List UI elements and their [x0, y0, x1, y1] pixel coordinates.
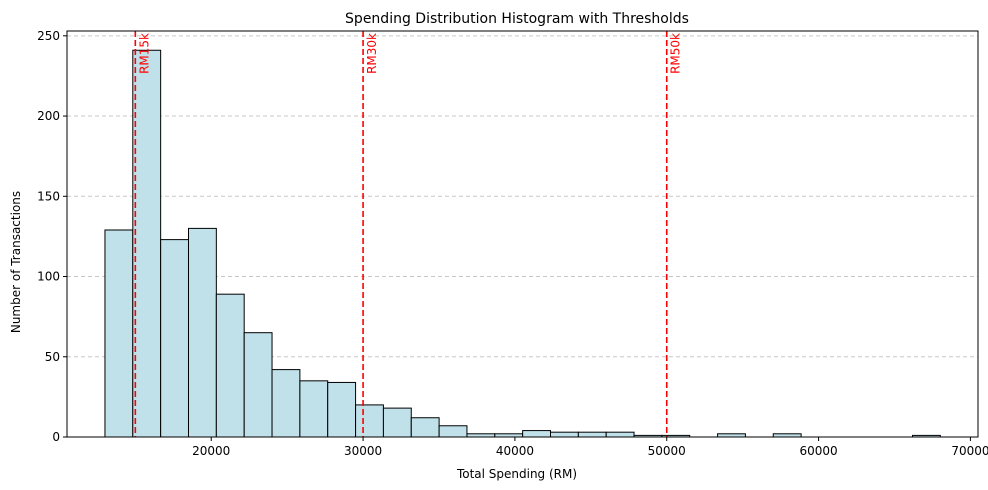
histogram-bar [271, 369, 301, 438]
x-tick-label: 20000 [192, 444, 230, 458]
histogram-bar [410, 417, 440, 438]
histogram-bar [522, 430, 551, 438]
histogram-bar [160, 239, 189, 438]
y-tick-label: 150 [37, 189, 60, 203]
histogram-bar [327, 381, 357, 438]
histogram-bar [605, 431, 635, 438]
histogram-bar [215, 293, 245, 438]
threshold-label: RM30k [365, 33, 379, 74]
x-tick-label: 30000 [344, 444, 382, 458]
histogram-bar [382, 407, 412, 438]
histogram-bar [104, 229, 134, 438]
x-axis-label: Total Spending (RM) [456, 467, 577, 481]
histogram-bar [132, 49, 162, 438]
x-tick-label: 50000 [648, 444, 686, 458]
y-tick-label: 0 [52, 430, 60, 444]
threshold-label: RM50k [669, 33, 683, 74]
chart-title: Spending Distribution Histogram with Thr… [345, 11, 689, 27]
histogram-bar [299, 380, 329, 438]
histogram-bar [355, 404, 384, 438]
histogram-bar [577, 431, 607, 438]
plot-frame [66, 30, 979, 438]
x-tick-label: 60000 [799, 444, 837, 458]
x-tick-label: 40000 [496, 444, 534, 458]
histogram-bars [104, 49, 941, 438]
histogram-bar [549, 431, 579, 438]
x-axis-ticks: 20000 30000 40000 50000 60000 70000 [192, 437, 988, 458]
histogram-bar [243, 332, 273, 438]
y-axis-label: Number of Transactions [9, 191, 23, 333]
y-tick-label: 50 [45, 350, 60, 364]
threshold-lines: RM15k RM30k RM50k [134, 31, 683, 437]
y-tick-label: 100 [37, 270, 60, 284]
y-axis-ticks: 0 50 100 150 200 250 [37, 29, 67, 444]
y-tick-label: 200 [37, 109, 60, 123]
x-tick-label: 70000 [951, 444, 988, 458]
y-tick-label: 250 [37, 29, 60, 43]
histogram-bar [438, 425, 468, 438]
histogram-bar [187, 227, 217, 438]
threshold-label: RM15k [137, 33, 151, 74]
